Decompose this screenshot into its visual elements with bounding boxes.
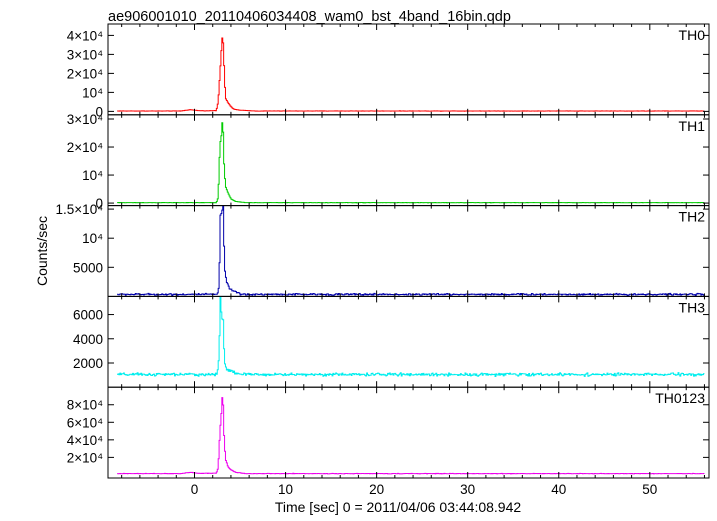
y-tick-label: 6000 xyxy=(73,308,103,323)
y-tick-label: 10⁴ xyxy=(82,85,103,100)
y-tick-label: 2×10⁴ xyxy=(67,140,103,155)
series-line-th3 xyxy=(117,296,705,377)
y-tick-label: 10⁴ xyxy=(82,168,103,183)
panels-group: 0 10⁴ 2×10⁴ 3×10⁴ 4×10⁴ TH0 0 10⁴ 2×10⁴ 3×10⁴ TH1 5… xyxy=(56,23,710,497)
panel-label-th3: TH3 xyxy=(679,299,706,315)
panel-label-th2: TH2 xyxy=(679,209,706,225)
y-tick-label: 2×10⁴ xyxy=(67,450,103,465)
series-line-th0 xyxy=(117,37,705,112)
y-tick-label: 0 xyxy=(95,104,103,119)
y-tick-label: 6×10⁴ xyxy=(67,415,103,430)
y-tick-label: 10⁴ xyxy=(82,231,103,246)
y-tick-label: 1.5×10⁴ xyxy=(56,202,104,217)
x-tick-label: 20 xyxy=(369,482,384,497)
y-tick-label: 4×10⁴ xyxy=(67,28,103,43)
y-tick-label: 2×10⁴ xyxy=(67,66,103,81)
panel-label-th1: TH1 xyxy=(679,118,706,134)
x-tick-label: 50 xyxy=(642,482,657,497)
y-tick-label: 3×10⁴ xyxy=(67,112,103,127)
y-tick-label: 5000 xyxy=(73,260,103,275)
x-tick-label: 30 xyxy=(460,482,475,497)
panel-frame xyxy=(107,23,710,116)
panel-frame xyxy=(107,205,710,297)
x-tick-label: 0 xyxy=(191,482,199,497)
y-tick-label: 4×10⁴ xyxy=(67,433,103,448)
panel-label-th0123: TH0123 xyxy=(655,390,705,406)
series-line-th1 xyxy=(117,122,705,204)
x-tick-label: 10 xyxy=(278,482,293,497)
y-tick-label: 2000 xyxy=(73,356,103,371)
x-axis-label: Time [sec] 0 = 2011/04/06 03:44:08.942 xyxy=(275,499,522,515)
chart-title: ae906001010_20110406034408_wam0_bst_4ban… xyxy=(108,9,511,25)
y-tick-label: 0 xyxy=(95,196,103,211)
panel-frame xyxy=(107,386,710,479)
y-tick-label: 3×10⁴ xyxy=(67,47,103,62)
series-line-th0123 xyxy=(117,397,705,475)
series-line-th2 xyxy=(117,205,705,297)
panel-label-th0: TH0 xyxy=(679,27,706,43)
x-tick-label: 40 xyxy=(551,482,566,497)
y-tick-label: 4000 xyxy=(73,332,103,347)
y-tick-label: 8×10⁴ xyxy=(67,398,103,413)
y-axis-label: Counts/sec xyxy=(34,216,50,286)
panel-frame xyxy=(107,114,710,207)
